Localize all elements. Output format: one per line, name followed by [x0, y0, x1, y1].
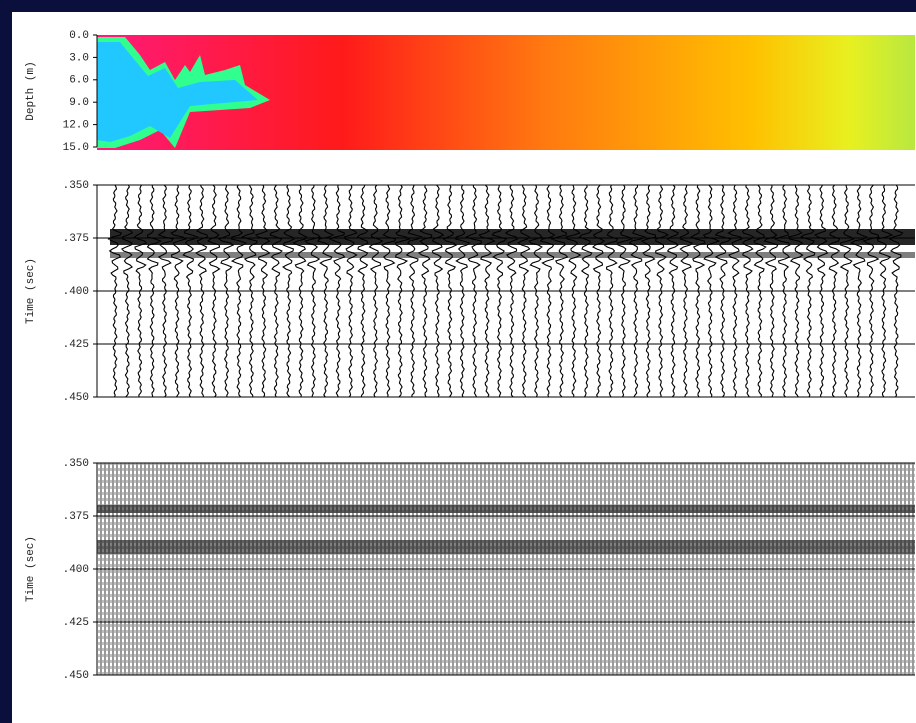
- tick-label: .350: [63, 180, 89, 192]
- figure: Depth (m) 0.0 3.0 6.0 9.0 12.0 15.0 Time (sec).…: [0, 0, 916, 723]
- tick-label: .350: [63, 458, 89, 470]
- axis-label: Time (sec): [25, 258, 37, 324]
- axis-label: Depth (m): [25, 61, 37, 120]
- reflector-band: [110, 229, 915, 245]
- tick-label: .375: [63, 511, 89, 523]
- tick-label: 6.0: [69, 75, 89, 87]
- tick-label: .425: [63, 339, 89, 351]
- tick-label: .450: [63, 670, 89, 682]
- tick-label: .375: [63, 233, 89, 245]
- tick-label: .400: [63, 564, 89, 576]
- reflector-band: [110, 252, 915, 258]
- tick-label: .450: [63, 392, 89, 404]
- tick-label: 0.0: [69, 30, 89, 42]
- reflector-band: [97, 505, 915, 513]
- axis-label: Time (sec): [25, 536, 37, 602]
- tick-label: .400: [63, 286, 89, 298]
- tick-label: 9.0: [69, 97, 89, 109]
- page: Depth (m) 0.0 3.0 6.0 9.0 12.0 15.0 Time (sec).…: [0, 0, 916, 723]
- tick-label: 3.0: [69, 52, 89, 64]
- tick-label: .425: [63, 617, 89, 629]
- tick-label: 15.0: [63, 142, 89, 154]
- reflector-band: [97, 540, 915, 554]
- tick-label: 12.0: [63, 120, 89, 132]
